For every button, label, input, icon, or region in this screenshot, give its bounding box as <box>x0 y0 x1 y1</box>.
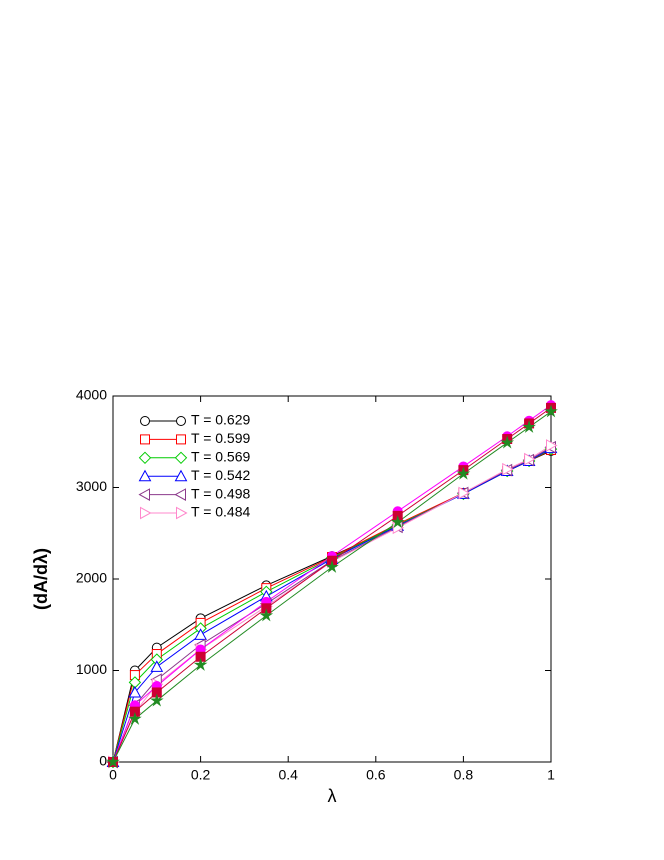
marker <box>150 660 164 672</box>
marker <box>176 416 186 426</box>
legend-label: T = 0.629 <box>191 412 251 428</box>
marker <box>194 628 207 640</box>
x-tick-label: 0.8 <box>454 767 474 783</box>
marker <box>149 693 164 707</box>
marker <box>138 451 152 465</box>
legend-label: T = 0.542 <box>191 467 251 483</box>
marker <box>128 711 142 725</box>
marker <box>325 559 339 573</box>
marker <box>140 416 150 426</box>
x-tick-label: 0.4 <box>278 767 298 783</box>
marker <box>138 488 150 501</box>
x-tick-label: 0 <box>109 767 117 783</box>
marker <box>546 439 558 452</box>
marker <box>174 488 186 501</box>
y-axis-label: (dA/dλ) <box>31 548 51 610</box>
marker <box>174 469 188 482</box>
legend-label: T = 0.569 <box>191 449 251 465</box>
legend-label: T = 0.498 <box>191 485 251 501</box>
y-tick-label: 2000 <box>76 570 107 586</box>
marker <box>500 435 515 449</box>
marker <box>456 466 471 480</box>
legend-label: T = 0.599 <box>191 430 251 446</box>
marker <box>193 657 208 671</box>
y-tick-label: 4000 <box>76 387 107 403</box>
marker <box>176 434 186 445</box>
marker <box>259 608 274 622</box>
marker <box>502 462 514 476</box>
marker <box>524 452 536 466</box>
x-tick-label: 0.6 <box>366 767 386 783</box>
legend-label: T = 0.484 <box>191 504 251 520</box>
marker <box>176 506 188 520</box>
x-tick-label: 0.2 <box>191 767 211 783</box>
marker <box>174 451 188 465</box>
y-tick-label: 3000 <box>76 478 107 494</box>
marker <box>458 486 470 500</box>
marker <box>106 754 120 768</box>
marker <box>128 685 142 698</box>
x-tick-label: 1 <box>547 767 555 783</box>
marker <box>138 469 152 482</box>
marker <box>140 506 152 520</box>
marker <box>522 419 536 433</box>
x-axis-label: λ <box>328 786 337 806</box>
y-tick-label: 1000 <box>76 661 107 677</box>
y-tick-label: 0 <box>99 753 107 769</box>
marker <box>544 404 558 418</box>
marker <box>140 434 150 445</box>
marker <box>390 515 405 529</box>
